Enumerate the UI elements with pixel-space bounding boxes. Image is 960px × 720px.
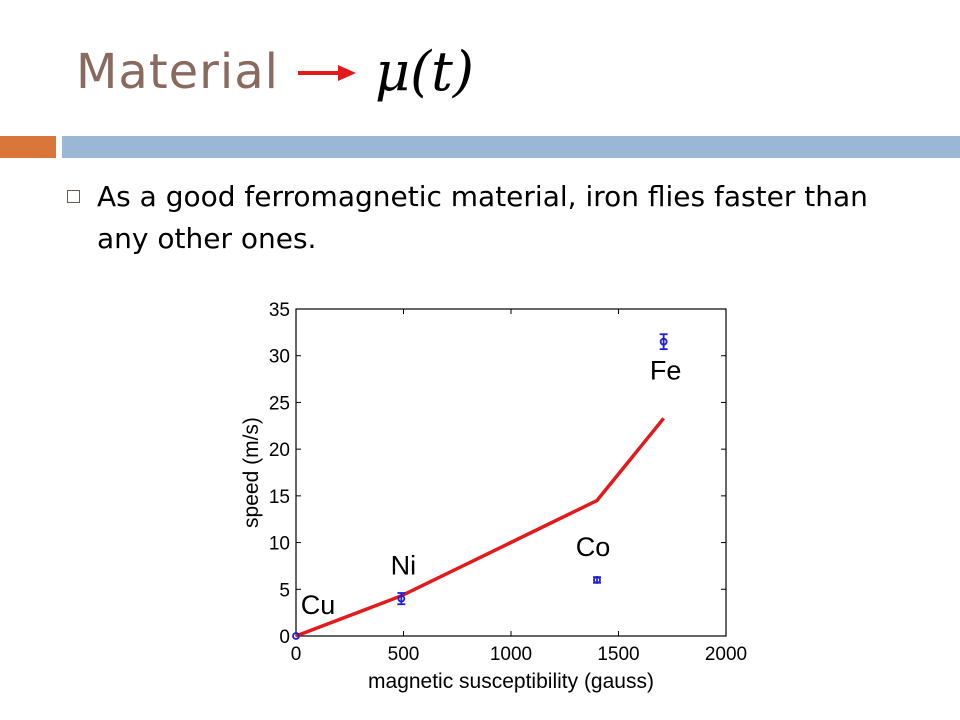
y-tick-label: 0 (279, 627, 290, 648)
slide-title: Material (76, 44, 279, 100)
x-tick-label: 1000 (490, 644, 532, 665)
data-point-ni (397, 594, 406, 603)
formula-argument: (t) (410, 40, 474, 103)
point-label-fe: Fe (650, 356, 682, 386)
y-tick-label: 5 (279, 580, 290, 601)
arrow-right-icon (298, 65, 356, 81)
bullet-text: As a good ferromagnetic material, iron f… (97, 180, 868, 255)
title-rule (62, 136, 960, 158)
y-tick-label: 15 (269, 487, 290, 508)
x-tick-label: 2000 (705, 644, 747, 665)
y-tick-label: 30 (269, 347, 290, 368)
formula-symbol: μ (375, 40, 411, 103)
data-point-fe (659, 337, 668, 346)
title-rule-accent (0, 136, 56, 158)
y-tick-label: 25 (269, 393, 290, 414)
x-tick-label: 1500 (597, 644, 639, 665)
point-label-co: Co (576, 532, 611, 562)
x-tick-label: 500 (388, 644, 420, 665)
y-axis-label: speed (m/s) (240, 417, 263, 528)
plot-area (295, 308, 727, 637)
bullet-square-icon (67, 190, 80, 203)
data-point-co (593, 576, 601, 584)
x-tick-label: 0 (291, 644, 302, 665)
y-tick-label: 10 (269, 534, 290, 555)
y-tick-label: 20 (269, 440, 290, 461)
y-tick-label: 35 (269, 300, 290, 321)
x-axis-label: magnetic susceptibility (gauss) (368, 670, 654, 693)
point-label-ni: Ni (391, 551, 417, 581)
data-point-cu (292, 632, 300, 640)
mu-of-t-formula: μ(t) (375, 40, 474, 103)
fit-line (295, 417, 666, 638)
point-label-cu: Cu (301, 590, 336, 620)
